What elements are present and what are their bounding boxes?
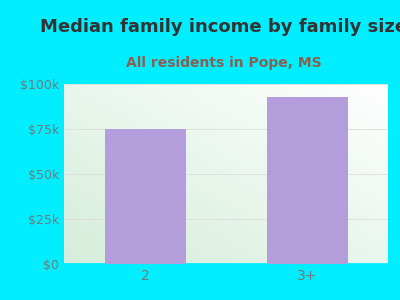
Bar — [104, 129, 186, 264]
Text: Median family income by family size: Median family income by family size — [40, 18, 400, 36]
Text: All residents in Pope, MS: All residents in Pope, MS — [126, 56, 322, 70]
Bar — [266, 97, 348, 264]
